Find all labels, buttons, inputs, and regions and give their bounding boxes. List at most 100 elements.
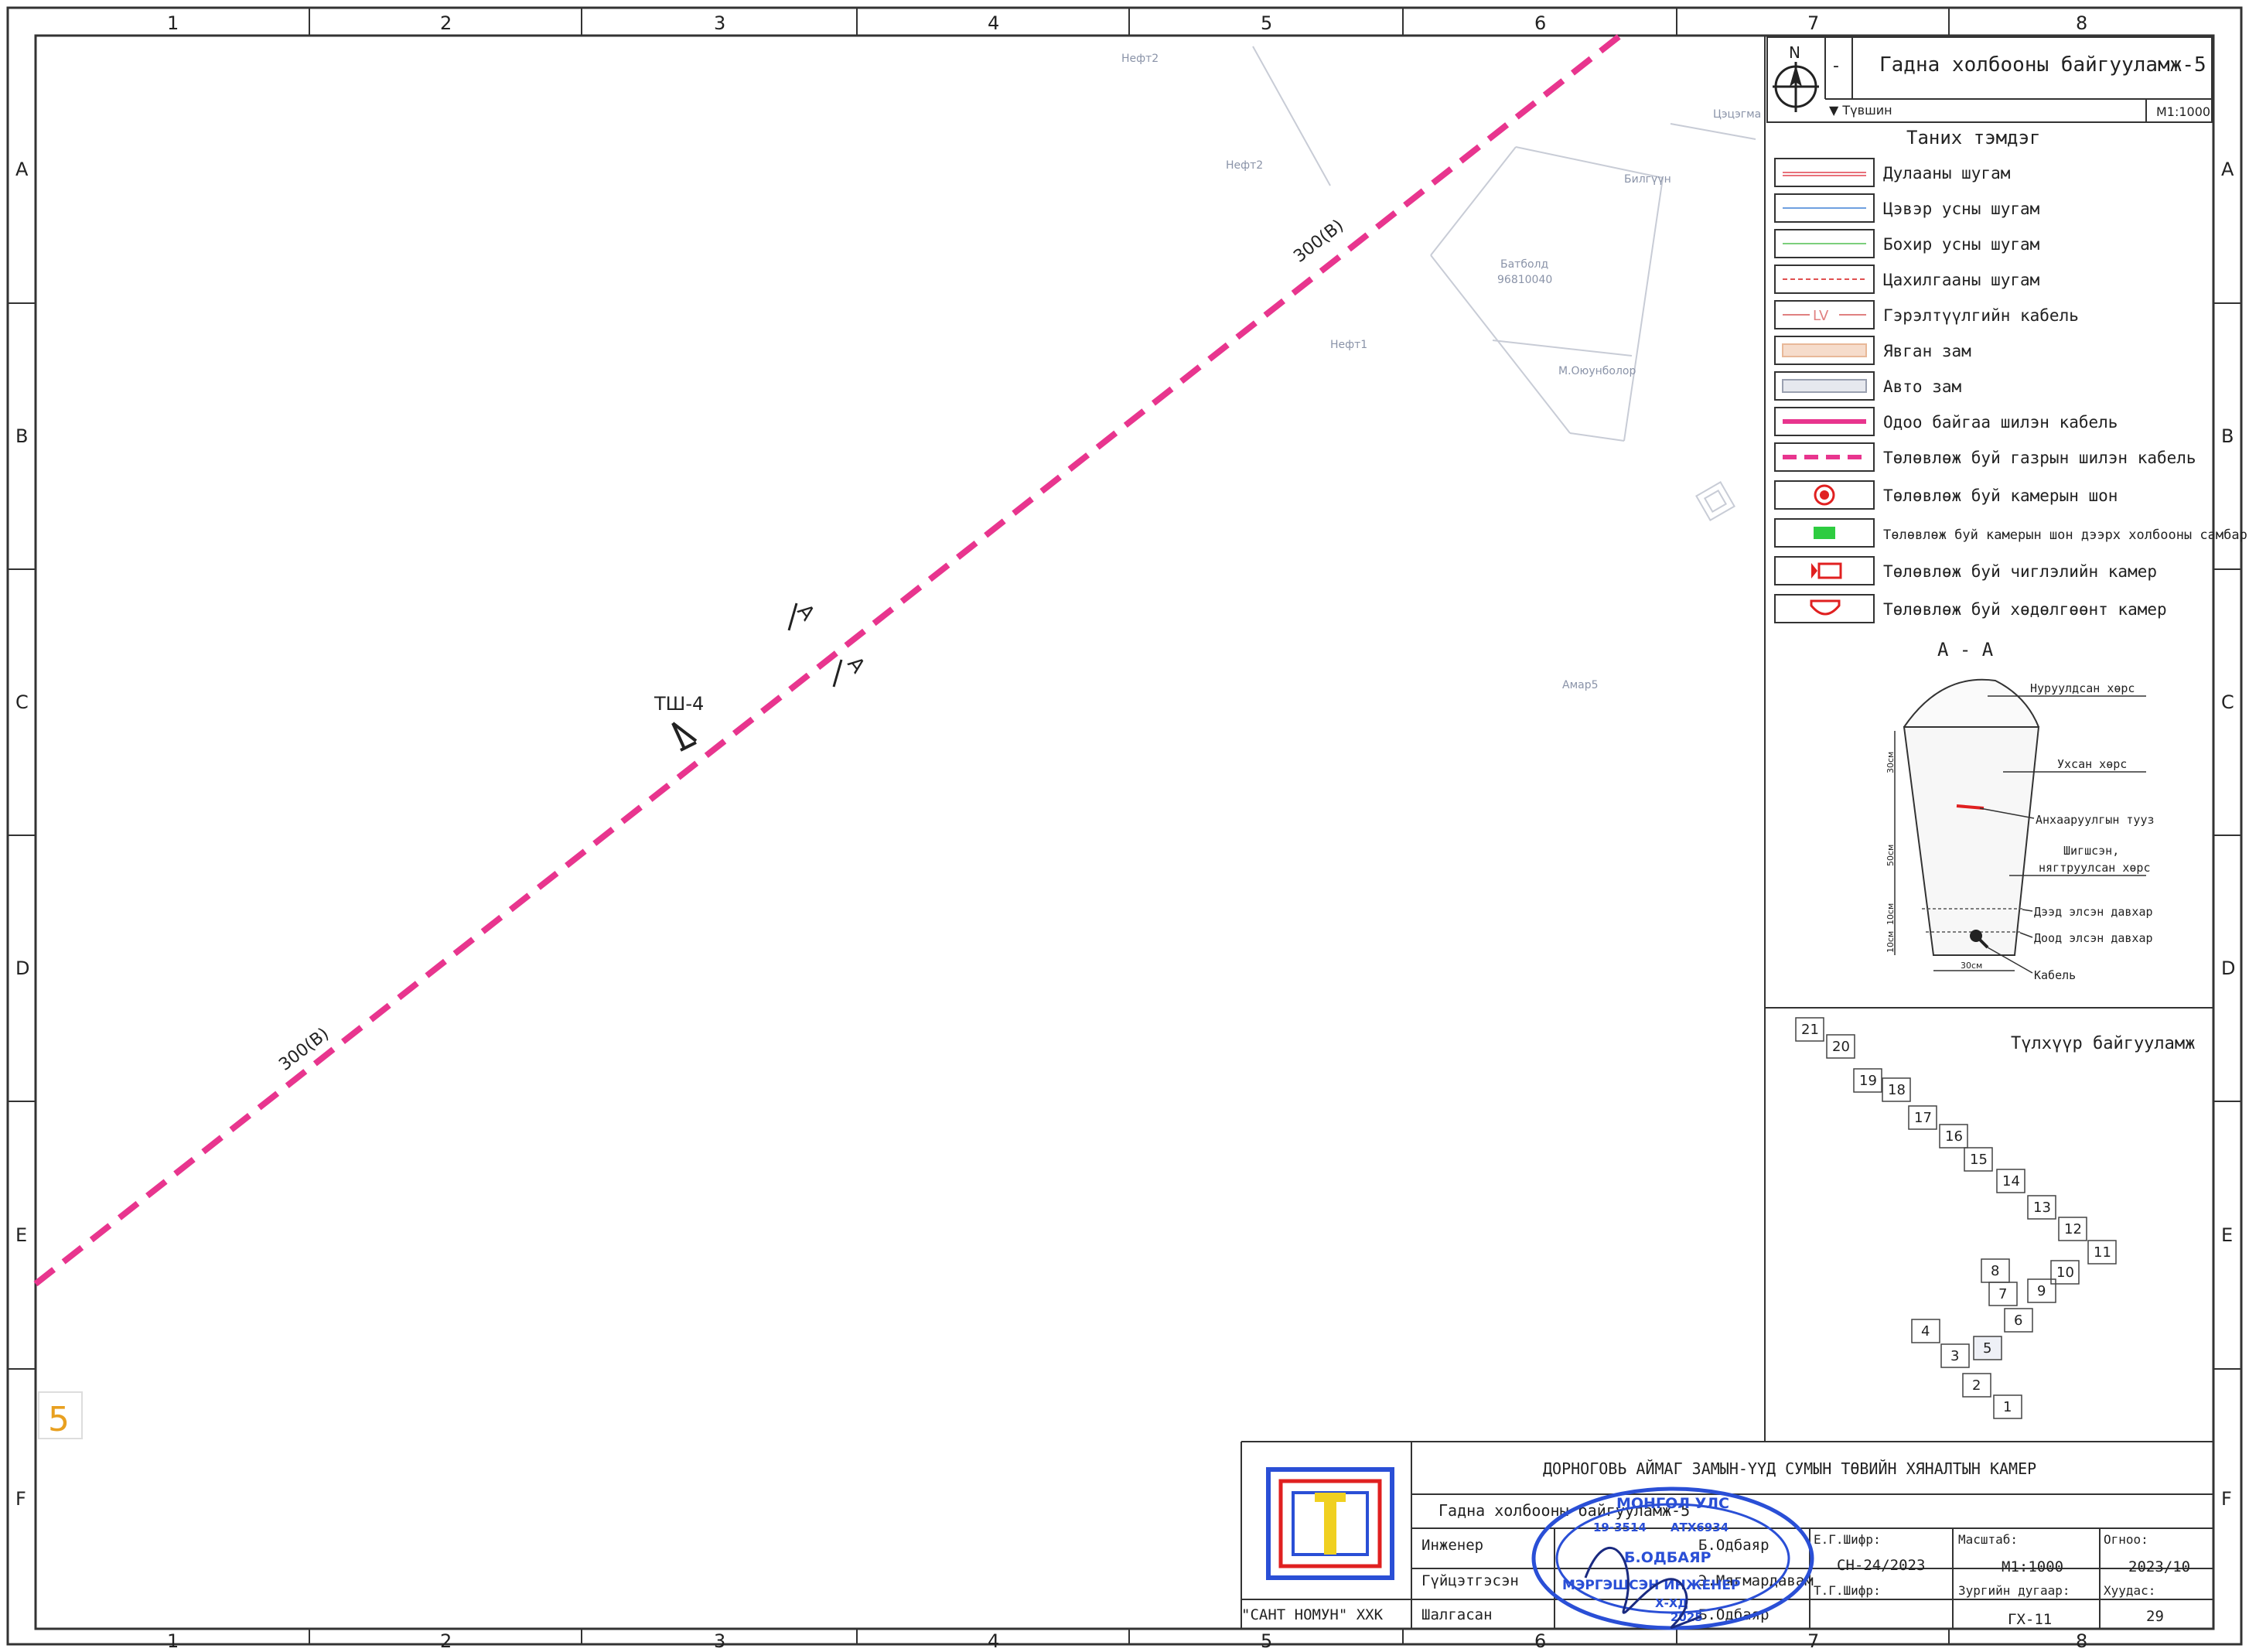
- section-title: A - A: [1937, 639, 1994, 660]
- planned-fiber-cable: [33, 32, 1623, 1287]
- row-label: D: [15, 957, 29, 979]
- legend-label: Төлөвлөж буй камерын шон: [1883, 486, 2118, 505]
- svg-text:4: 4: [1921, 1323, 1930, 1340]
- key-plan-title: Түлхүүр байгууламж: [2011, 1034, 2195, 1053]
- svg-text:11: 11: [2094, 1244, 2111, 1261]
- svg-text:Шигшсэн,: Шигшсэн,: [2063, 844, 2119, 858]
- svg-text:12: 12: [2064, 1221, 2082, 1237]
- key-plan-cell: 12: [2058, 1217, 2087, 1241]
- legend-item: Дулааны шугам: [1774, 158, 2011, 187]
- key-plan-cell: 18: [1882, 1077, 1911, 1102]
- parcel-label: Батболд: [1500, 258, 1548, 271]
- svg-text:13: 13: [2033, 1200, 2051, 1216]
- svg-text:Кабель: Кабель: [2034, 968, 2076, 982]
- key-plan-cell: 6: [2004, 1308, 2033, 1333]
- column-label: 2: [440, 1630, 452, 1652]
- svg-text:50см: 50см: [1886, 845, 1896, 866]
- svg-text:Хуудас:: Хуудас:: [2104, 1583, 2155, 1598]
- key-plan-cell: 8: [1981, 1258, 2010, 1283]
- svg-text:Доод элсэн давхар: Доод элсэн давхар: [2034, 931, 2153, 945]
- svg-text:7: 7: [1998, 1286, 2007, 1302]
- svg-text:МОНГОЛ УЛС: МОНГОЛ УЛС: [1616, 1495, 1729, 1512]
- svg-text:Дээд элсэн давхар: Дээд элсэн давхар: [2034, 905, 2153, 919]
- row-label: E: [15, 1224, 27, 1246]
- legend: Дулааны шугам Цэвэр усны шугам Бохир усны …: [1774, 158, 2247, 623]
- key-plan-cell: 19: [1853, 1068, 1882, 1093]
- column-label: 5: [1261, 1630, 1272, 1652]
- legend-label: Одоо байгаа шилэн кабель: [1883, 413, 2118, 432]
- company-logo: [1266, 1467, 1394, 1580]
- row-grid: A AB BC CD DE EF F: [8, 159, 2241, 1510]
- legend-label: Цэвэр усны шугам: [1883, 200, 2040, 218]
- svg-text:30см: 30см: [1961, 961, 1982, 971]
- manhole-symbol: [1695, 481, 1735, 521]
- svg-text:АТХ6934: АТХ6934: [1671, 1521, 1729, 1534]
- legend-item: Төлөвлөж буй камерын шон: [1774, 480, 2118, 510]
- cable-label: 300(B): [275, 1024, 333, 1074]
- svg-text:2023/10: 2023/10: [2128, 1558, 2190, 1575]
- pole-label: ТШ-4: [654, 693, 704, 715]
- column-label: 8: [2076, 12, 2087, 34]
- svg-text:10см: 10см: [1886, 931, 1896, 953]
- legend-label: Гэрэлтүүлгийн кабель: [1883, 306, 2079, 325]
- svg-text:10см: 10см: [1886, 903, 1896, 925]
- svg-text:Т.Г.Шифр:: Т.Г.Шифр:: [1814, 1583, 1881, 1598]
- legend-item: Авто зам: [1774, 371, 1962, 401]
- svg-text:29: 29: [2146, 1608, 2164, 1625]
- engineer-stamp: МОНГОЛ УЛС 19-3514 АТХ6934 Б.ОДБАЯР МЭРГ…: [1531, 1486, 1814, 1630]
- parcel-label: М.Оюунболор: [1558, 365, 1636, 377]
- legend-item: Төлөвлөж буй чиглэлийн камер: [1774, 556, 2157, 585]
- section-mark: A: [832, 653, 869, 688]
- parcel-outlines: [1252, 46, 1756, 442]
- row-label: E: [2221, 1224, 2233, 1246]
- parcel-label: Билгүүн: [1624, 173, 1671, 186]
- svg-text:19: 19: [1859, 1073, 1877, 1089]
- legend-label: Бохир усны шугам: [1883, 235, 2040, 254]
- column-label: 1: [167, 12, 179, 34]
- row-label: A: [15, 159, 29, 180]
- column-label: 5: [1261, 12, 1272, 34]
- depth-label: ▼ Түвшин: [1829, 103, 1892, 118]
- svg-text:19-3514: 19-3514: [1593, 1521, 1647, 1534]
- svg-text:Огноо:: Огноо:: [2104, 1532, 2148, 1547]
- svg-text:9: 9: [2037, 1283, 2046, 1299]
- svg-text:21: 21: [1801, 1022, 1819, 1038]
- parcel-label: Нефт2: [1226, 159, 1263, 172]
- company-name: "САНТ НОМУН" ХХК: [1241, 1606, 1384, 1623]
- column-label: 3: [714, 12, 725, 34]
- svg-text:М1:1000: М1:1000: [2002, 1558, 2063, 1575]
- scale-label: М1:1000: [2156, 104, 2210, 119]
- svg-text:16: 16: [1945, 1128, 1963, 1145]
- legend-item: Төлөвлөж буй хөдөлгөөнт камер: [1774, 594, 2167, 623]
- key-plan-cell: 20: [1826, 1034, 1855, 1059]
- svg-text:10: 10: [2056, 1265, 2074, 1281]
- trench-section: [1894, 678, 2040, 971]
- key-plan-cell: 21: [1795, 1017, 1824, 1042]
- section-labels: Нуруулдсан хөрс Ухсан хөрс Анхааруулгын …: [2030, 681, 2155, 982]
- column-label: 8: [2076, 1630, 2087, 1652]
- svg-text:нягтруулсан хөрс: нягтруулсан хөрс: [2039, 861, 2151, 875]
- svg-text:20: 20: [1832, 1039, 1850, 1055]
- key-plan-cell: 17: [1908, 1105, 1937, 1130]
- legend-label: Авто зам: [1883, 377, 1962, 396]
- svg-text:Гүйцэтгэсэн: Гүйцэтгэсэн: [1421, 1572, 1519, 1589]
- inner-frame: [34, 34, 2215, 1630]
- key-plan-cell: 4: [1911, 1319, 1940, 1343]
- legend-item: Цахилгааны шугам: [1774, 265, 2040, 294]
- svg-text:2: 2: [1972, 1377, 1981, 1394]
- column-label: 6: [1534, 12, 1546, 34]
- column-label: 3: [714, 1630, 725, 1652]
- legend-label: Дулааны шугам: [1883, 164, 2011, 183]
- svg-text:17: 17: [1914, 1110, 1932, 1126]
- column-label: 4: [988, 12, 999, 34]
- key-plan-cell: 9: [2027, 1278, 2056, 1303]
- key-plan-cell: 1: [1993, 1394, 2022, 1419]
- codes: Е.Г.Шифр: СН-24/2023 Т.Г.Шифр: Масштаб: …: [1814, 1532, 2190, 1628]
- svg-text:Анхааруулгын тууз: Анхааруулгын тууз: [2036, 813, 2155, 827]
- key-plan-cell: 11: [2087, 1240, 2117, 1265]
- svg-text:14: 14: [2002, 1173, 2020, 1190]
- sheet-number-box: [38, 1391, 83, 1439]
